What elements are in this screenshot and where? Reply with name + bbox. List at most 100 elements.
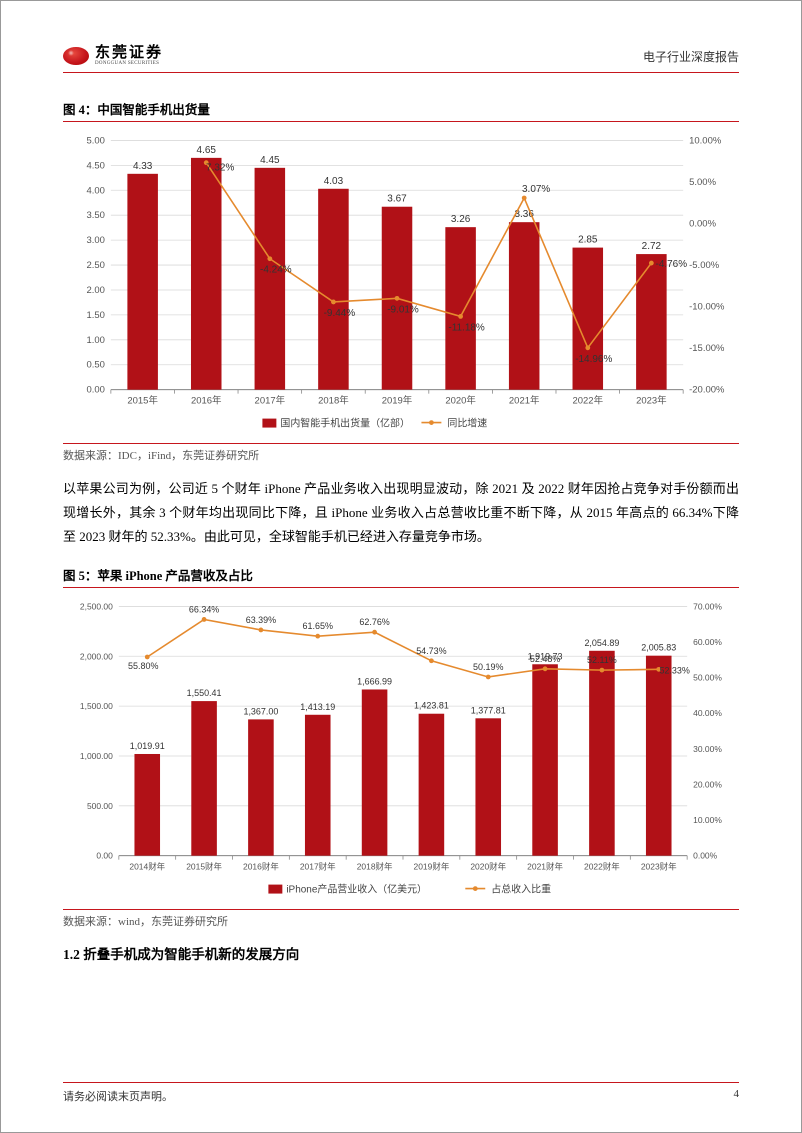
- footer-disclaimer: 请务必阅读末页声明。: [63, 1088, 173, 1104]
- svg-text:70.00%: 70.00%: [693, 602, 722, 612]
- svg-text:66.34%: 66.34%: [189, 605, 219, 615]
- svg-text:2.72: 2.72: [642, 241, 662, 252]
- svg-text:3.67: 3.67: [387, 194, 407, 205]
- svg-text:55.80%: 55.80%: [128, 661, 158, 671]
- svg-text:2017年: 2017年: [255, 395, 286, 407]
- svg-text:2018财年: 2018财年: [357, 862, 393, 872]
- chart1-source: 数据来源：IDC，iFind，东莞证券研究所: [63, 443, 739, 463]
- svg-text:3.07%: 3.07%: [522, 184, 550, 195]
- page-footer: 请务必阅读末页声明。 4: [63, 1082, 739, 1104]
- svg-text:-5.00%: -5.00%: [689, 260, 720, 271]
- svg-text:54.73%: 54.73%: [416, 646, 446, 656]
- svg-text:2021财年: 2021财年: [527, 862, 563, 872]
- svg-text:63.39%: 63.39%: [246, 615, 276, 625]
- svg-text:0.00%: 0.00%: [689, 218, 716, 229]
- svg-text:1,500.00: 1,500.00: [80, 701, 113, 711]
- logo: 东莞证券 DONGGUAN SECURITIES: [63, 46, 163, 66]
- svg-text:2015财年: 2015财年: [186, 862, 222, 872]
- svg-text:2023年: 2023年: [636, 395, 667, 407]
- svg-text:-4.76%: -4.76%: [656, 259, 688, 270]
- svg-text:2,000.00: 2,000.00: [80, 651, 113, 661]
- svg-text:5.00: 5.00: [86, 135, 104, 146]
- svg-text:0.00%: 0.00%: [693, 851, 717, 861]
- svg-text:占总收入比重: 占总收入比重: [491, 883, 551, 896]
- svg-text:4.33: 4.33: [133, 161, 153, 172]
- svg-text:10.00%: 10.00%: [689, 135, 722, 146]
- svg-text:1.50: 1.50: [86, 310, 104, 321]
- svg-text:2017财年: 2017财年: [300, 862, 336, 872]
- chart-shipments: 0.00 0.50 1.00 1.50 2.00 2.50 3.00 3.50 4.00 4.50…: [63, 126, 739, 436]
- svg-text:50.19%: 50.19%: [473, 662, 503, 672]
- svg-text:5.00%: 5.00%: [689, 177, 716, 188]
- svg-text:50.00%: 50.00%: [693, 673, 722, 683]
- svg-text:1,423.81: 1,423.81: [414, 701, 449, 711]
- svg-text:2.85: 2.85: [578, 235, 598, 246]
- header-title: 电子行业深度报告: [643, 48, 739, 65]
- svg-text:30.00%: 30.00%: [693, 744, 722, 754]
- svg-text:61.65%: 61.65%: [303, 621, 333, 631]
- svg-text:3.00: 3.00: [86, 235, 104, 246]
- svg-text:2023财年: 2023财年: [641, 862, 677, 872]
- svg-text:0.00: 0.00: [96, 851, 113, 861]
- chart2-source: 数据来源：wind，东莞证券研究所: [63, 909, 739, 929]
- svg-text:4.00: 4.00: [86, 185, 104, 196]
- svg-text:国内智能手机出货量（亿部）: 国内智能手机出货量（亿部）: [280, 417, 410, 430]
- svg-text:同比增速: 同比增速: [447, 417, 487, 430]
- svg-text:4.45: 4.45: [260, 155, 280, 166]
- svg-text:2022财年: 2022财年: [584, 862, 620, 872]
- page-header: 东莞证券 DONGGUAN SECURITIES 电子行业深度报告: [63, 46, 739, 73]
- chart2-title: 图 5：苹果 iPhone 产品营收及占比: [63, 565, 739, 588]
- svg-text:2,500.00: 2,500.00: [80, 602, 113, 612]
- svg-text:52.11%: 52.11%: [587, 655, 617, 665]
- svg-text:2021年: 2021年: [509, 395, 540, 407]
- svg-text:10.00%: 10.00%: [693, 815, 722, 825]
- svg-text:40.00%: 40.00%: [693, 708, 722, 718]
- svg-text:1,666.99: 1,666.99: [357, 677, 392, 687]
- svg-text:2016年: 2016年: [191, 395, 222, 407]
- svg-text:4.50: 4.50: [86, 160, 104, 171]
- svg-text:2014财年: 2014财年: [129, 862, 165, 872]
- logo-text-cn: 东莞证券: [95, 46, 163, 61]
- svg-text:-9.44%: -9.44%: [324, 308, 356, 319]
- svg-text:3.26: 3.26: [451, 214, 471, 225]
- svg-text:-9.01%: -9.01%: [387, 304, 419, 315]
- svg-text:2020财年: 2020财年: [470, 862, 506, 872]
- svg-text:0.00: 0.00: [86, 385, 104, 396]
- svg-text:2018年: 2018年: [318, 395, 349, 407]
- svg-text:2020年: 2020年: [445, 395, 476, 407]
- section-1-2: 1.2 折叠手机成为智能手机新的发展方向: [63, 943, 739, 963]
- svg-text:3.50: 3.50: [86, 210, 104, 221]
- svg-text:-20.00%: -20.00%: [689, 385, 725, 396]
- svg-text:1,550.41: 1,550.41: [187, 688, 222, 698]
- logo-text-en: DONGGUAN SECURITIES: [95, 61, 163, 66]
- paragraph-1: 以苹果公司为例，公司近 5 个财年 iPhone 产品业务收入出现明显波动，除 …: [63, 477, 739, 549]
- svg-text:-11.18%: -11.18%: [448, 322, 485, 333]
- svg-text:1,377.81: 1,377.81: [471, 705, 506, 715]
- svg-text:2022年: 2022年: [573, 395, 604, 407]
- svg-text:2015年: 2015年: [127, 395, 158, 407]
- svg-text:500.00: 500.00: [87, 801, 113, 811]
- svg-text:iPhone产品营业收入（亿美元）: iPhone产品营业收入（亿美元）: [286, 883, 427, 896]
- svg-text:52.33%: 52.33%: [659, 665, 689, 675]
- chart1-title: 图 4：中国智能手机出货量: [63, 99, 739, 122]
- svg-text:1,000.00: 1,000.00: [80, 751, 113, 761]
- svg-text:7.32%: 7.32%: [206, 163, 234, 174]
- svg-text:1,019.91: 1,019.91: [130, 741, 165, 751]
- svg-text:62.76%: 62.76%: [359, 617, 389, 627]
- svg-text:2016财年: 2016财年: [243, 862, 279, 872]
- svg-text:2019年: 2019年: [382, 395, 413, 407]
- svg-text:2.00: 2.00: [86, 285, 104, 296]
- footer-page-number: 4: [734, 1088, 740, 1104]
- svg-text:20.00%: 20.00%: [693, 780, 722, 790]
- svg-text:2,005.83: 2,005.83: [641, 643, 676, 653]
- svg-text:1,413.19: 1,413.19: [300, 702, 335, 712]
- logo-icon: [63, 47, 89, 65]
- svg-text:4.65: 4.65: [197, 145, 217, 156]
- svg-text:0.50: 0.50: [86, 360, 104, 371]
- svg-text:2.50: 2.50: [86, 260, 104, 271]
- svg-text:1,367.00: 1,367.00: [243, 707, 278, 717]
- svg-text:2019财年: 2019财年: [414, 862, 450, 872]
- svg-text:1.00: 1.00: [86, 335, 104, 346]
- svg-text:-10.00%: -10.00%: [689, 302, 725, 313]
- chart-iphone-revenue: 0.00 500.00 1,000.00 1,500.00 2,000.00 2,500.…: [63, 592, 739, 902]
